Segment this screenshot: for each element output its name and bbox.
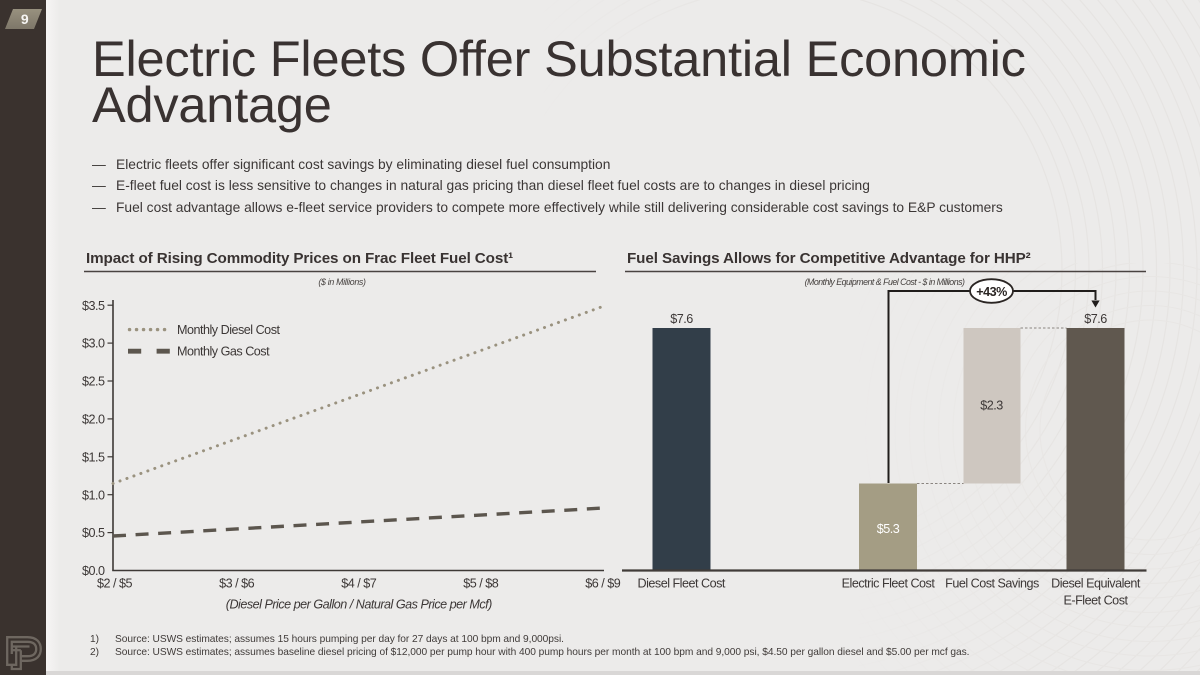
svg-text:$2.3: $2.3 [980,399,1003,413]
svg-text:$4 / $7: $4 / $7 [341,577,377,591]
svg-text:Fuel Cost Savings: Fuel Cost Savings [945,577,1039,591]
svg-text:$2.5: $2.5 [82,375,105,389]
svg-text:$5.3: $5.3 [877,522,900,536]
svg-text:$7.6: $7.6 [670,312,693,326]
svg-text:$3.0: $3.0 [82,337,105,351]
svg-text:Diesel Equivalent: Diesel Equivalent [1051,577,1141,591]
svg-text:Impact of Rising Commodity Pri: Impact of Rising Commodity Prices on Fra… [86,250,513,267]
svg-text:E-Fleet Cost: E-Fleet Cost [1064,594,1129,608]
svg-text:$3 / $6: $3 / $6 [219,577,255,591]
svg-text:$3.5: $3.5 [82,299,105,313]
svg-text:Monthly Diesel Cost: Monthly Diesel Cost [177,323,280,337]
svg-text:+43%: +43% [976,285,1007,299]
svg-text:$7.6: $7.6 [1084,312,1107,326]
svg-text:(Diesel Price per Gallon / Nat: (Diesel Price per Gallon / Natural Gas P… [226,598,492,612]
svg-text:(Monthly Equipment & Fuel Cost: (Monthly Equipment & Fuel Cost - $ in Mi… [805,277,965,287]
svg-text:$0.0: $0.0 [82,564,105,578]
svg-text:$0.5: $0.5 [82,526,105,540]
svg-text:Fuel Savings Allows for Compet: Fuel Savings Allows for Competitive Adva… [627,250,1031,267]
svg-text:Diesel Fleet Cost: Diesel Fleet Cost [638,577,726,591]
svg-text:$1.0: $1.0 [82,488,105,502]
svg-text:$1.5: $1.5 [82,450,105,464]
svg-text:$6 / $9: $6 / $9 [585,577,621,591]
svg-text:9: 9 [21,11,29,27]
svg-text:($ in Millions): ($ in Millions) [318,277,366,287]
svg-text:$5 / $8: $5 / $8 [463,577,499,591]
svg-text:$2 / $5: $2 / $5 [97,577,133,591]
svg-text:Monthly Gas Cost: Monthly Gas Cost [177,344,270,358]
svg-text:Electric Fleet Cost: Electric Fleet Cost [842,577,936,591]
svg-text:$2.0: $2.0 [82,413,105,427]
